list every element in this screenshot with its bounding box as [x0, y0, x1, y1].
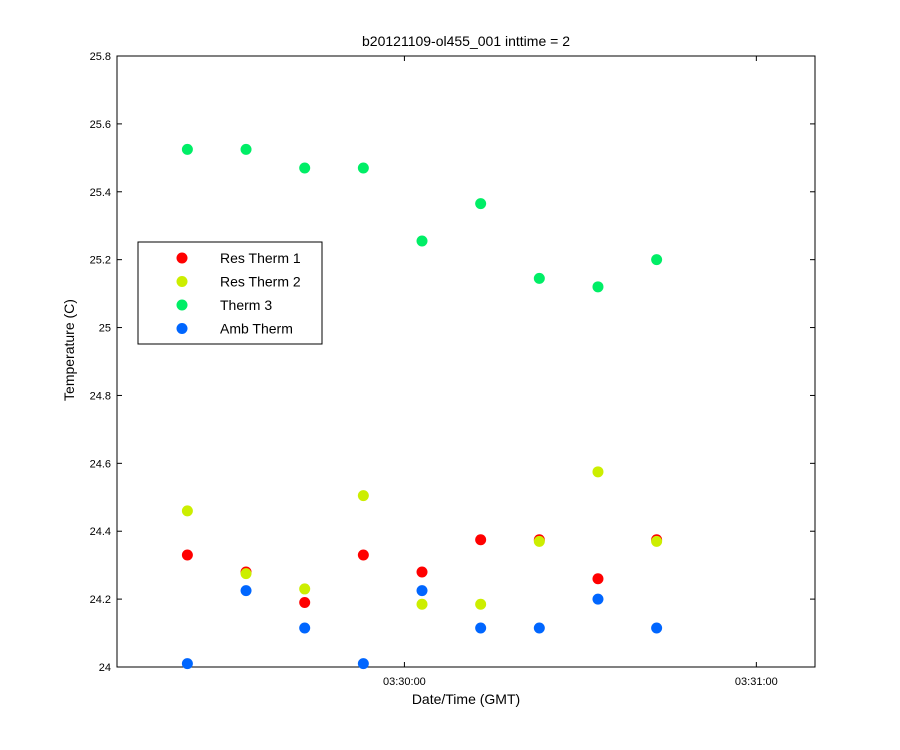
- y-tick-label: 25.6: [90, 119, 111, 131]
- x-tick-label: 03:30:00: [383, 676, 426, 688]
- legend-marker: [176, 323, 188, 334]
- data-point-therm-3: [592, 281, 604, 293]
- data-point-amb-therm: [651, 622, 663, 634]
- y-tick-label: 24.6: [90, 458, 111, 470]
- data-point-res-therm-2: [181, 505, 193, 517]
- y-tick-label: 24.2: [90, 594, 111, 606]
- y-tick-label: 25.4: [90, 187, 111, 199]
- y-tick-label: 24: [99, 662, 111, 674]
- data-point-therm-3: [651, 254, 663, 266]
- legend-marker: [176, 276, 188, 287]
- data-point-amb-therm: [181, 658, 193, 670]
- data-point-therm-3: [416, 235, 428, 247]
- axes: 24 24.2 24.4 24.6 24.8 25 25.2 25.4 25.6 25.8 03:3…: [90, 51, 815, 688]
- data-points: [181, 143, 663, 670]
- data-point-res-therm-2: [416, 598, 428, 610]
- data-point-res-therm-2: [475, 598, 487, 610]
- data-point-res-therm-1: [416, 566, 428, 578]
- plot-area: [116, 55, 816, 668]
- data-point-res-therm-1: [475, 534, 487, 546]
- data-point-res-therm-1: [299, 597, 311, 609]
- data-point-res-therm-1: [181, 549, 193, 561]
- y-tick-label: 25.8: [90, 51, 111, 63]
- data-point-amb-therm: [240, 585, 252, 597]
- data-point-amb-therm: [416, 585, 428, 597]
- y-tick-label: 24.8: [90, 390, 111, 402]
- data-point-therm-3: [299, 162, 311, 174]
- data-point-therm-3: [475, 198, 487, 210]
- legend-marker: [176, 252, 188, 264]
- x-tick-label: 03:31:00: [735, 676, 778, 688]
- data-point-therm-3: [357, 162, 369, 174]
- data-point-therm-3: [181, 143, 193, 155]
- data-point-res-therm-2: [357, 490, 369, 502]
- data-point-res-therm-2: [651, 535, 663, 547]
- data-point-amb-therm: [357, 658, 369, 670]
- x-axis-title: Date/Time (GMT): [412, 691, 520, 707]
- data-point-res-therm-2: [592, 466, 604, 478]
- data-point-amb-therm: [299, 622, 311, 634]
- data-point-res-therm-1: [357, 549, 369, 561]
- legend: Res Therm 1 Res Therm 2 Therm 3 Amb Therm: [137, 241, 323, 345]
- legend-marker: [176, 299, 188, 311]
- legend-box: [137, 241, 323, 345]
- data-point-amb-therm: [475, 622, 487, 634]
- data-point-res-therm-2: [240, 568, 252, 580]
- legend-label: Res Therm 1: [220, 250, 301, 266]
- data-point-therm-3: [240, 143, 252, 155]
- data-point-res-therm-2: [299, 583, 311, 595]
- data-point-amb-therm: [592, 593, 604, 605]
- chart-title: b20121109-ol455_001 inttime = 2: [362, 33, 570, 49]
- y-tick-label: 25: [99, 323, 111, 335]
- y-tick-label: 25.2: [90, 255, 111, 267]
- legend-label: Amb Therm: [220, 321, 293, 337]
- data-point-amb-therm: [533, 622, 545, 634]
- y-axis-title: Temperature (C): [61, 299, 77, 401]
- y-tick-label: 24.4: [90, 526, 111, 538]
- legend-label: Therm 3: [220, 297, 272, 313]
- data-point-res-therm-1: [592, 573, 604, 585]
- data-point-therm-3: [533, 272, 545, 284]
- legend-label: Res Therm 2: [220, 274, 301, 290]
- data-point-res-therm-2: [533, 535, 545, 547]
